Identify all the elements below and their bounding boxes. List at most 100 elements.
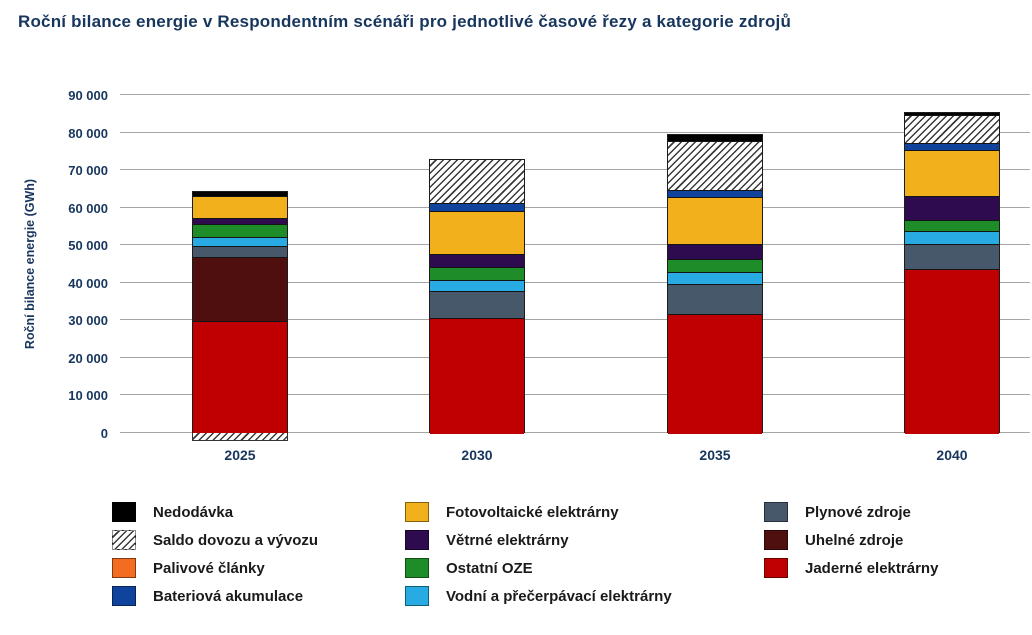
legend-label: Vodní a přečerpávací elektrárny: [446, 587, 672, 605]
legend-column: Plynové zdroje Uhelné zdroje Jaderné elekt…: [764, 498, 938, 582]
legend-label: Bateriová akumulace: [153, 587, 304, 605]
stacked-bar-chart: Roční bilance energie (GWh) 0 10 000 20 00…: [23, 88, 1030, 463]
legend-label: Plynové zdroje: [805, 503, 911, 521]
gridline-50000: [120, 244, 1030, 246]
legend-item: Bateriová akumulace: [112, 582, 318, 610]
legend-swatch-icon: [405, 530, 429, 550]
bar-segment: [668, 283, 762, 314]
gridline-0: [120, 432, 1030, 433]
y-tick-label: 50 000: [68, 238, 108, 254]
y-tick-label: 20 000: [68, 350, 108, 366]
gridline-80000: [120, 131, 1030, 133]
bar-segment: [668, 141, 762, 190]
legend-item: Vodní a přečerpávací elektrárny: [405, 582, 672, 610]
y-tick-label: 0: [100, 426, 108, 441]
y-tick-label: 30 000: [68, 313, 108, 329]
bar-segment: [193, 223, 287, 237]
bar-segment: [668, 272, 762, 284]
legend-swatch-icon: [112, 558, 136, 578]
bar-segment: [430, 291, 524, 318]
legend-item: Saldo dovozu a vývozu: [112, 526, 318, 554]
bar-2030: [429, 158, 525, 434]
bar-segment: [905, 114, 999, 143]
bar-segment: [193, 218, 287, 224]
legend-swatch-icon: [764, 530, 788, 550]
gridline-30000: [120, 319, 1030, 321]
bar-2025: [192, 190, 288, 434]
bar-segment: [905, 150, 999, 196]
y-tick-label: 80 000: [68, 125, 108, 141]
bar-segment: [905, 244, 999, 269]
gridline-60000: [120, 206, 1030, 208]
bar-segment: [668, 313, 762, 434]
legend-item: Palivové články: [112, 554, 318, 582]
bar-segment: [430, 159, 524, 204]
bar-segment: [905, 142, 999, 151]
legend-label: Jaderné elektrárny: [805, 559, 939, 577]
legend: Nedodávka Saldo dovozu a vývozu Palivové č…: [0, 498, 1032, 628]
legend-label: Uhelné zdroje: [805, 531, 904, 549]
gridline-20000: [120, 356, 1030, 358]
legend-swatch-icon: [405, 586, 429, 606]
bar-segment: [430, 280, 524, 292]
legend-item: Fotovoltaické elektrárny: [405, 498, 672, 526]
y-tick-label: 90 000: [68, 88, 108, 103]
legend-swatch-icon: [764, 558, 788, 578]
y-tick-label: 40 000: [68, 275, 108, 291]
legend-label: Větrné elektrárny: [446, 531, 569, 549]
legend-swatch-icon: [112, 530, 136, 550]
y-tick-label: 70 000: [68, 163, 108, 179]
legend-label: Nedodávka: [153, 503, 234, 521]
gridline-10000: [120, 394, 1030, 396]
legend-item: Plynové zdroje: [764, 498, 938, 526]
bar-segment: [905, 219, 999, 232]
legend-label: Fotovoltaické elektrárny: [446, 503, 619, 521]
legend-item: Větrné elektrárny: [405, 526, 672, 554]
bar-segment-negative: [192, 433, 288, 441]
bar-segment: [905, 268, 999, 434]
gridline-70000: [120, 169, 1030, 171]
gridline-90000: [120, 94, 1030, 95]
bar-segment: [668, 197, 762, 245]
bar-segment: [430, 253, 524, 267]
bar-segment: [193, 321, 287, 434]
legend-item: Nedodávka: [112, 498, 318, 526]
bar-segment: [193, 191, 287, 196]
bar-segment: [668, 259, 762, 273]
legend-item: Jaderné elektrárny: [764, 554, 938, 582]
legend-swatch-icon: [764, 502, 788, 522]
bar-2040: [904, 111, 1000, 434]
legend-swatch-icon: [112, 502, 136, 522]
bar-2035: [667, 134, 763, 434]
legend-label: Saldo dovozu a vývozu: [153, 531, 319, 549]
legend-swatch-icon: [112, 586, 136, 606]
legend-swatch-icon: [405, 502, 429, 522]
bar-segment: [430, 317, 524, 434]
legend-column: Fotovoltaické elektrárny Větrné elektrárn…: [405, 498, 672, 610]
bar-segment: [668, 135, 762, 142]
bar-segment: [905, 195, 999, 220]
legend-item: Ostatní OZE: [405, 554, 672, 582]
bar-segment: [905, 112, 999, 115]
bar-segment: [430, 210, 524, 254]
legend-item: Uhelné zdroje: [764, 526, 938, 554]
bar-segment: [193, 257, 287, 322]
plot-area: 0 10 000 20 000 30 000 40 000 50 000 60 000 70 …: [68, 88, 1030, 441]
x-tick-label-2040: 2040: [936, 447, 968, 463]
bar-segment: [193, 195, 287, 219]
chart-title: Roční bilance energie v Respondentním sc…: [18, 12, 792, 31]
bar-segment: [193, 236, 287, 247]
legend-label: Palivové články: [153, 559, 265, 577]
legend-swatch-icon: [405, 558, 429, 578]
legend-label: Ostatní OZE: [446, 559, 533, 577]
y-tick-label: 60 000: [68, 200, 108, 216]
gridline-40000: [120, 281, 1030, 283]
x-tick-label-2030: 2030: [461, 447, 493, 463]
bar-segment: [430, 203, 524, 211]
bar-segment: [668, 189, 762, 198]
bar-segment: [193, 246, 287, 258]
legend-column: Nedodávka Saldo dovozu a vývozu Palivové č…: [112, 498, 318, 610]
x-tick-label-2035: 2035: [699, 447, 731, 463]
bar-segment: [668, 244, 762, 260]
